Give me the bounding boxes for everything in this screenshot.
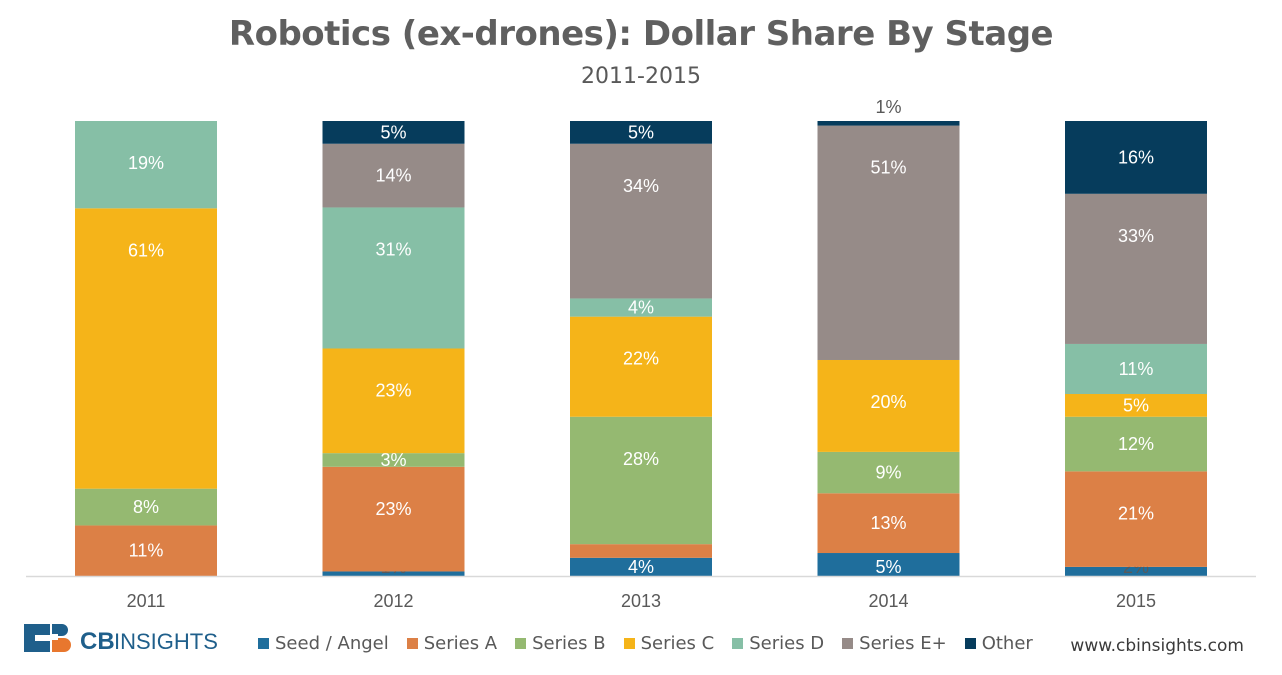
data-label-series-b-2011: 8% <box>133 497 159 517</box>
legend-label: Series C <box>640 632 715 654</box>
bar-segment-series-d-2011 <box>75 121 217 209</box>
bar-segment-seed-angel-2013 <box>570 557 712 576</box>
bar-segment-series-b-2013 <box>570 416 712 545</box>
x-tick-label-2015: 2015 <box>1116 591 1156 611</box>
legend-swatch <box>258 637 269 649</box>
bar-segment-series-e--2014 <box>817 125 960 360</box>
bar-segment-seed-angel-2015 <box>1065 566 1207 576</box>
bar-segment-series-e--2012 <box>322 143 465 208</box>
legend-swatch <box>515 637 527 649</box>
data-label-other-2013: 5% <box>628 122 654 142</box>
bar-segment-seed-angel-2014 <box>817 553 960 576</box>
legend-item-series-a: Series A <box>406 632 498 654</box>
legend-swatch <box>623 637 635 649</box>
legend-label: Series E+ <box>859 632 947 654</box>
x-tick-label-2012: 2012 <box>373 591 413 611</box>
bar-segment-series-c-2011 <box>75 208 217 489</box>
bar-segment-series-e--2013 <box>570 143 712 299</box>
data-label-series-c-2011: 61% <box>128 240 164 260</box>
data-label-series-c-2014: 20% <box>870 392 906 412</box>
bar-segment-series-a-2014 <box>817 493 960 554</box>
legend: Seed / Angel Series A Series B Series C Seri… <box>258 632 1033 654</box>
legend-swatch <box>842 637 854 649</box>
data-label-other-2015: 16% <box>1118 147 1154 167</box>
data-label-other-2014: 1% <box>875 97 901 117</box>
bar-segment-series-a-2013 <box>570 544 712 558</box>
website-url: www.cbinsights.com <box>1070 636 1244 656</box>
data-label-series-d-2013: 4% <box>628 298 654 318</box>
data-label-series-b-2015: 12% <box>1118 434 1154 454</box>
bar-segment-series-d-2013 <box>570 298 712 317</box>
data-label-series-a-2015: 21% <box>1118 503 1154 523</box>
bar-segment-series-b-2012 <box>322 453 465 467</box>
bar-segment-other-2015 <box>1065 121 1207 194</box>
data-label-series-e--2014: 51% <box>870 158 906 178</box>
data-label-series-c-2012: 23% <box>375 381 411 401</box>
bar-segment-other-2014 <box>817 121 960 126</box>
data-label-series-e--2012: 14% <box>375 166 411 186</box>
stacked-bar-chart: 11% 8% 61% 19% 2011 1% 23% 3% 23% 31% 14% 5% 2012 4% 2… <box>26 97 1256 611</box>
bar-segment-other-2013 <box>570 121 712 144</box>
data-label-series-b-2013: 28% <box>623 449 659 469</box>
legend-item-seed-angel: Seed / Angel <box>258 633 389 654</box>
legend-item-other: Other <box>964 632 1033 654</box>
cb-insights-logo: CB INSIGHTS <box>24 624 218 655</box>
bar-segment-seed-angel-2012 <box>322 571 465 576</box>
data-label-series-e--2015: 33% <box>1118 226 1154 246</box>
bar-segment-series-a-2015 <box>1065 471 1207 567</box>
data-label-series-a-2011: 11% <box>129 541 164 561</box>
legend-label: Series D <box>749 632 825 654</box>
x-tick-label-2013: 2013 <box>621 591 661 611</box>
logo-cb-text: CB <box>80 628 115 655</box>
data-label-series-c-2015: 5% <box>1123 395 1149 415</box>
bar-segment-series-b-2011 <box>75 488 217 526</box>
bar-segment-series-d-2015 <box>1065 343 1207 394</box>
legend-label: Series A <box>423 632 498 654</box>
data-label-series-a-2012: 23% <box>375 499 411 519</box>
bar-segment-series-e--2015 <box>1065 193 1207 344</box>
legend-item-series-c: Series C <box>623 632 715 654</box>
legend-swatch <box>406 637 418 649</box>
legend-label: Series B <box>532 632 606 654</box>
x-tick-label-2014: 2014 <box>868 591 908 611</box>
data-label-seed-angel-2014: 5% <box>875 557 901 577</box>
legend-item-series-e-: Series E+ <box>842 633 947 654</box>
bar-segment-series-d-2012 <box>322 207 465 349</box>
bar-segment-series-b-2014 <box>817 451 960 494</box>
legend-item-series-d: Series D <box>732 633 824 654</box>
logo-insights-text: INSIGHTS <box>114 629 218 654</box>
legend-label: Seed / Angel <box>275 632 389 654</box>
data-label-seed-angel-2013: 4% <box>628 557 654 577</box>
data-label-series-d-2012: 31% <box>375 239 411 259</box>
legend-label: Other <box>981 632 1033 654</box>
bar-segment-series-c-2012 <box>322 348 465 454</box>
bar-segment-series-c-2013 <box>570 316 712 417</box>
bar-segment-series-a-2012 <box>322 466 465 572</box>
legend-swatch <box>964 637 976 649</box>
legend-item-series-b: Series B <box>515 632 606 654</box>
data-label-series-e--2013: 34% <box>623 176 659 196</box>
legend-swatch <box>732 637 744 649</box>
bar-segment-series-c-2014 <box>817 359 960 452</box>
data-label-series-a-2014: 13% <box>870 513 906 533</box>
bar-segment-series-b-2015 <box>1065 416 1207 472</box>
data-label-series-d-2011: 19% <box>128 153 164 173</box>
data-label-series-b-2012: 3% <box>380 450 406 470</box>
x-tick-label-2011: 2011 <box>127 591 166 611</box>
bar-segment-series-c-2015 <box>1065 394 1207 417</box>
data-label-series-d-2015: 11% <box>1119 359 1154 379</box>
data-label-series-b-2014: 9% <box>875 463 901 483</box>
bar-segment-other-2012 <box>322 121 465 144</box>
chart-subtitle: 2011-2015 <box>581 64 701 89</box>
data-label-series-c-2013: 22% <box>623 349 659 369</box>
bar-segment-series-a-2011 <box>75 525 217 576</box>
data-label-other-2012: 5% <box>380 122 406 142</box>
chart-title: Robotics (ex-drones): Dollar Share By St… <box>228 14 1054 54</box>
cb-logo-mark-icon <box>24 624 71 652</box>
